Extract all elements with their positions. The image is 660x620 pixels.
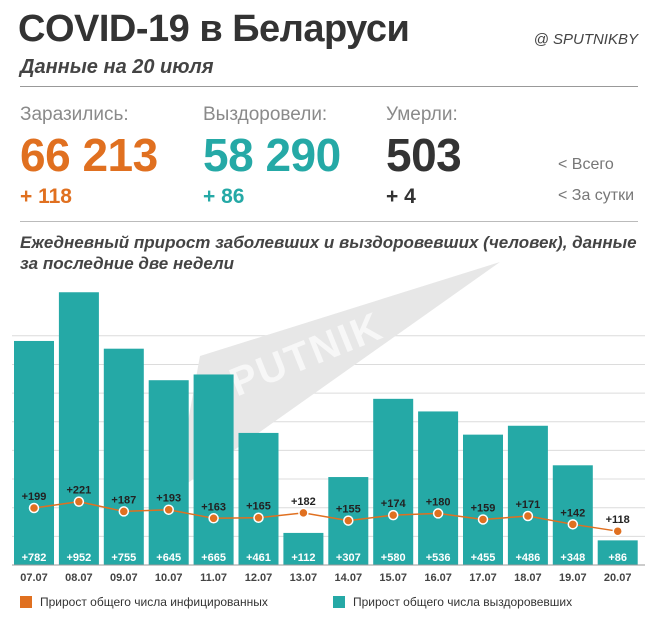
point-label-infected: +221 bbox=[67, 485, 92, 497]
bar-recovered bbox=[552, 465, 593, 565]
bar-label-recovered: +86 bbox=[608, 552, 627, 564]
stat-infected-daily: + 118 bbox=[20, 185, 72, 208]
point-infected bbox=[432, 508, 444, 519]
point-infected bbox=[477, 514, 489, 525]
point-infected bbox=[73, 496, 85, 507]
point-label-infected: +180 bbox=[426, 496, 451, 508]
stat-infected-total: 66 213 bbox=[20, 129, 158, 181]
bar-label-recovered: +348 bbox=[560, 552, 585, 564]
stat-infected: Заразились: 66 213 + 118 bbox=[20, 104, 158, 209]
point-infected bbox=[208, 513, 219, 524]
x-tick-label: 17.07 bbox=[469, 572, 497, 584]
bar-recovered bbox=[14, 340, 54, 565]
bar-recovered bbox=[148, 380, 189, 565]
stat-died-label: Умерли: bbox=[386, 104, 458, 125]
legend-infected: Прирост общего числа инфицированных bbox=[20, 595, 268, 609]
x-tick-label: 16.07 bbox=[424, 572, 452, 584]
bar-label-recovered: +665 bbox=[201, 552, 226, 564]
legend-infected-label: Прирост общего числа инфицированных bbox=[40, 595, 268, 609]
stat-died-total: 503 bbox=[386, 129, 462, 181]
page-title: COVID-19 в Беларуси bbox=[18, 8, 410, 50]
bar-recovered bbox=[103, 348, 144, 565]
bar-recovered bbox=[58, 292, 99, 565]
bar-recovered bbox=[597, 540, 638, 565]
bar-label-recovered: +486 bbox=[516, 552, 541, 564]
page-subtitle: Данные на 20 июля bbox=[20, 56, 214, 78]
x-tick-label: 09.07 bbox=[110, 572, 138, 584]
legend-recovered-label: Прирост общего числа выздоровевших bbox=[353, 595, 573, 609]
x-tick-label: 18.07 bbox=[514, 572, 542, 584]
point-infected bbox=[298, 507, 309, 519]
x-tick-label: 14.07 bbox=[335, 572, 363, 584]
side-legend-daily: < За сутки bbox=[558, 187, 635, 204]
bar-label-recovered: +455 bbox=[471, 552, 496, 564]
legend-recovered: Прирост общего числа выздоровевших bbox=[333, 595, 572, 609]
x-tick-label: 07.07 bbox=[20, 572, 48, 584]
bar-label-recovered: +307 bbox=[336, 552, 361, 564]
bar-label-recovered: +461 bbox=[246, 552, 271, 564]
legend-infected-swatch bbox=[20, 596, 32, 608]
point-label-infected: +163 bbox=[201, 501, 226, 513]
x-tick-label: 08.07 bbox=[65, 572, 93, 584]
bar-recovered bbox=[283, 532, 324, 565]
legend-recovered-swatch bbox=[333, 596, 345, 608]
x-tick-label: 20.07 bbox=[604, 572, 632, 584]
line-infected bbox=[33, 500, 618, 532]
point-label-infected: +193 bbox=[156, 493, 181, 505]
bar-recovered bbox=[238, 432, 279, 565]
x-tick-label: 10.07 bbox=[155, 572, 183, 584]
bar-label-recovered: +755 bbox=[111, 552, 136, 564]
point-label-infected: +187 bbox=[111, 494, 136, 506]
point-infected bbox=[163, 504, 174, 515]
point-label-infected: +118 bbox=[606, 514, 630, 526]
bar-label-recovered: +782 bbox=[22, 552, 47, 564]
bar-label-recovered: +112 bbox=[291, 552, 315, 564]
bar-recovered bbox=[193, 374, 234, 565]
point-infected bbox=[387, 509, 399, 521]
stats-divider bbox=[20, 221, 638, 222]
point-label-infected: +174 bbox=[381, 498, 407, 510]
point-label-infected: +199 bbox=[22, 491, 47, 503]
bar-recovered bbox=[463, 434, 503, 565]
side-legend-total: < Всего bbox=[558, 156, 614, 173]
point-label-infected: +182 bbox=[291, 496, 316, 508]
point-infected bbox=[28, 502, 40, 514]
stat-died-daily: + 4 bbox=[386, 185, 416, 208]
point-label-infected: +155 bbox=[336, 504, 361, 516]
bar-label-recovered: +580 bbox=[381, 552, 406, 564]
bar-label-recovered: +645 bbox=[156, 552, 181, 564]
stat-recovered: Выздоровели: 58 290 + 86 bbox=[203, 104, 341, 209]
bar-recovered bbox=[507, 425, 548, 565]
point-label-infected: +159 bbox=[471, 502, 496, 514]
stat-recovered-label: Выздоровели: bbox=[203, 104, 328, 125]
point-infected bbox=[567, 519, 579, 530]
header-divider bbox=[20, 86, 638, 87]
point-infected bbox=[253, 512, 264, 523]
point-label-infected: +165 bbox=[246, 501, 271, 513]
bar-recovered bbox=[373, 398, 414, 565]
point-label-infected: +142 bbox=[560, 507, 585, 519]
stat-recovered-daily: + 86 bbox=[203, 185, 245, 208]
point-label-infected: +171 bbox=[516, 499, 541, 511]
point-infected bbox=[522, 510, 534, 522]
chart-title: Ежедневный прирост заболевших и выздоров… bbox=[20, 233, 637, 273]
stat-infected-label: Заразились: bbox=[20, 104, 129, 125]
bar-recovered bbox=[418, 411, 459, 565]
brand-link[interactable]: @ SPUTNIKBY bbox=[533, 31, 638, 48]
stat-died: Умерли: 503 + 4 bbox=[386, 104, 462, 209]
bar-label-recovered: +952 bbox=[67, 552, 92, 564]
point-infected bbox=[118, 506, 130, 517]
x-tick-label: 11.07 bbox=[200, 572, 227, 584]
bar-label-recovered: +536 bbox=[426, 552, 451, 564]
x-tick-label: 13.07 bbox=[290, 572, 318, 584]
x-tick-label: 12.07 bbox=[245, 572, 273, 584]
stat-recovered-total: 58 290 bbox=[203, 129, 341, 181]
point-infected bbox=[612, 525, 623, 537]
point-infected bbox=[343, 515, 354, 526]
x-tick-label: 15.07 bbox=[379, 572, 407, 584]
x-tick-label: 19.07 bbox=[559, 572, 587, 584]
